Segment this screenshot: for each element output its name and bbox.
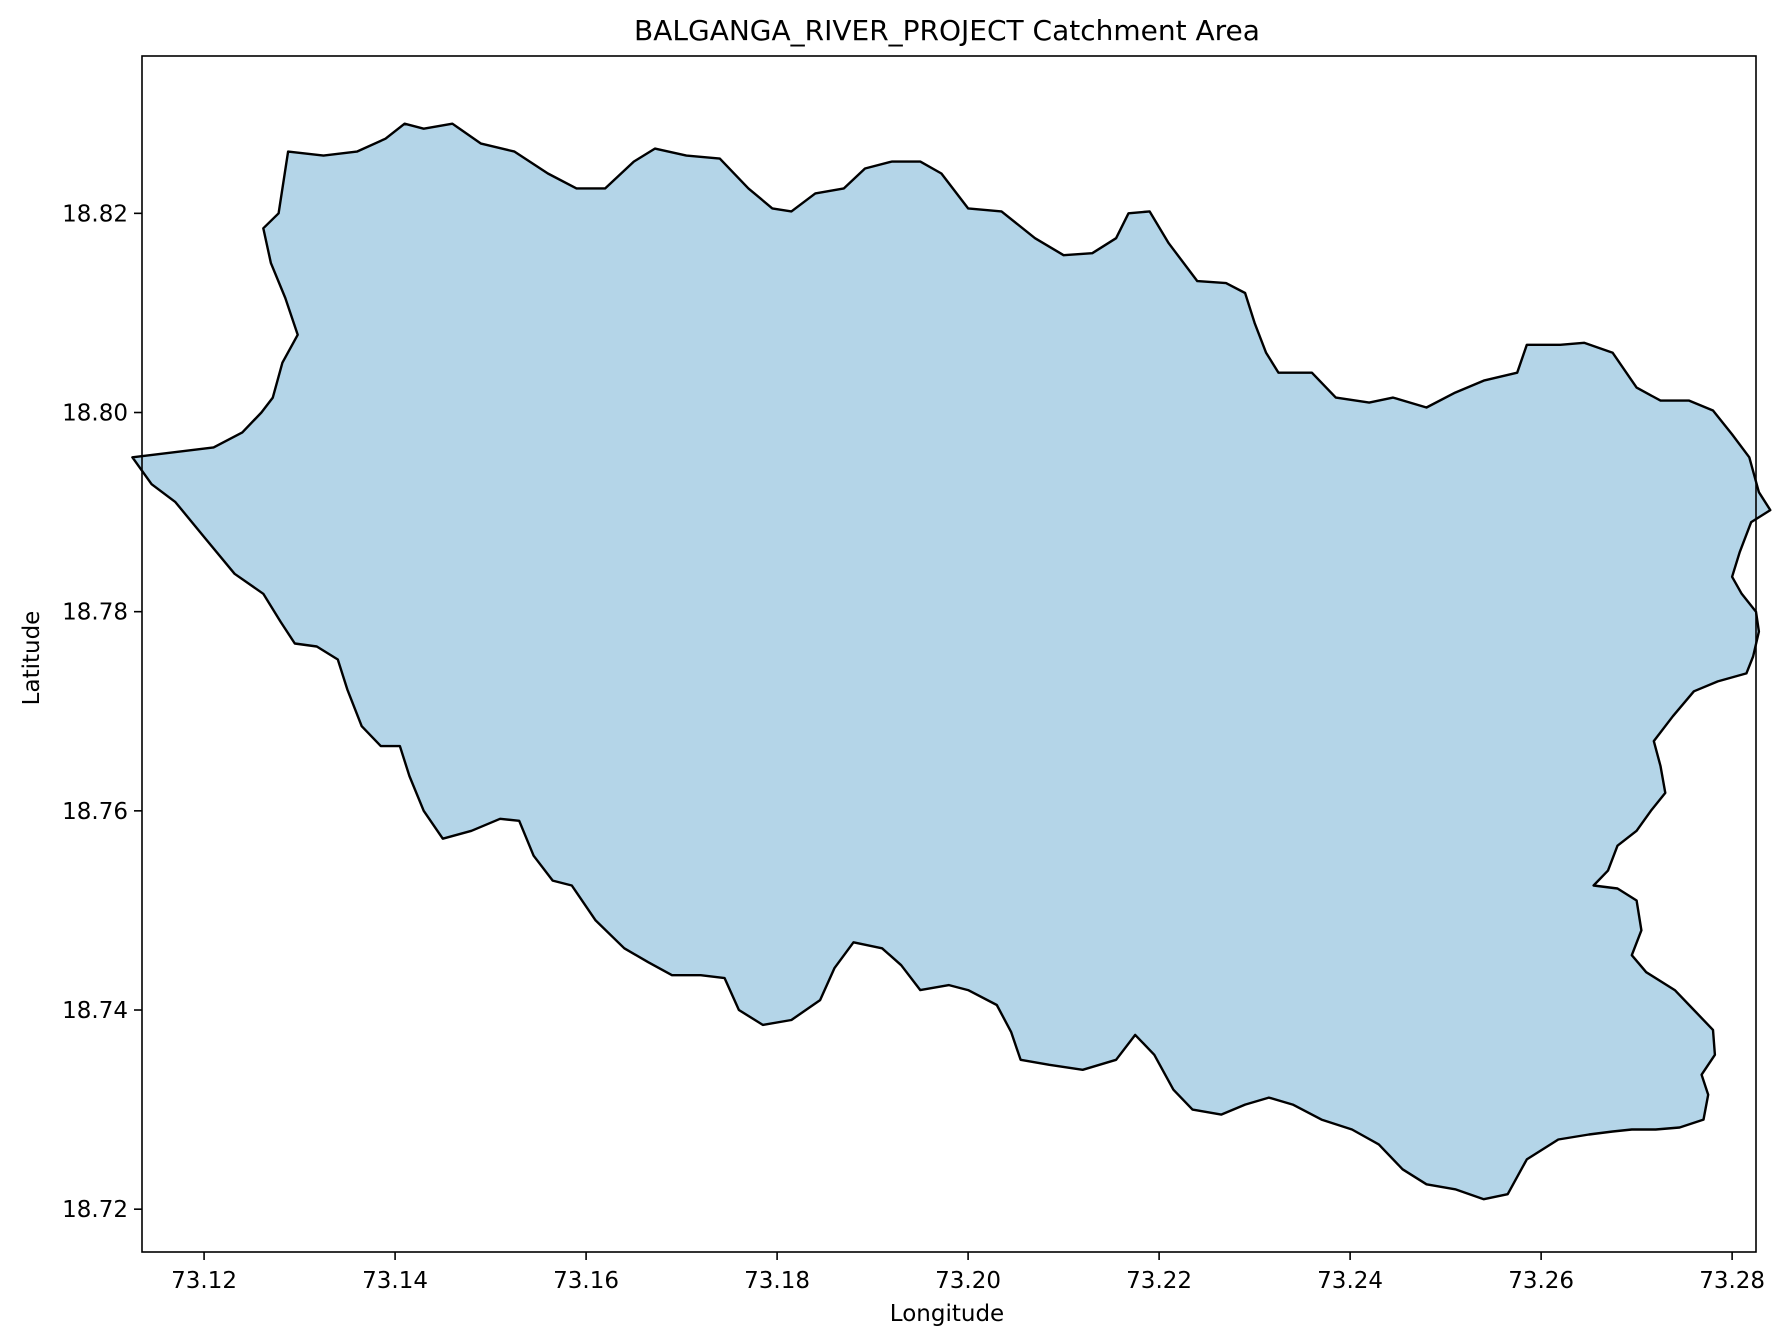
x-tick-label: 73.28 [1699, 1268, 1765, 1294]
x-tick-label: 73.16 [553, 1268, 619, 1294]
x-axis-ticks: 73.12 73.14 73.16 73.18 73.20 73.22 73.24 73.26… [171, 1252, 1765, 1294]
x-tick-label: 73.20 [935, 1268, 1001, 1294]
x-axis-label: Longitude [890, 1301, 1004, 1327]
chart-title: BALGANGA_RIVER_PROJECT Catchment Area [634, 14, 1260, 47]
x-tick-label: 73.12 [171, 1268, 237, 1294]
y-tick-label: 18.74 [62, 998, 128, 1024]
y-tick-label: 18.78 [62, 600, 128, 626]
y-tick-label: 18.80 [62, 401, 128, 427]
x-tick-label: 73.18 [744, 1268, 810, 1294]
x-tick-label: 73.24 [1317, 1268, 1383, 1294]
axes-frame [141, 55, 1757, 1253]
plot-area [131, 55, 1772, 1253]
y-tick-label: 18.76 [62, 799, 128, 825]
y-tick-label: 18.72 [62, 1197, 128, 1223]
x-tick-label: 73.14 [362, 1268, 428, 1294]
x-tick-label: 73.22 [1126, 1268, 1192, 1294]
y-axis-ticks: 18.72 18.74 18.76 18.78 18.80 18.82 [62, 201, 142, 1223]
catchment-area-polygon [131, 122, 1772, 1201]
x-tick-label: 73.26 [1508, 1268, 1574, 1294]
y-axis-label: Latitude [19, 611, 45, 706]
y-tick-label: 18.82 [62, 201, 128, 227]
